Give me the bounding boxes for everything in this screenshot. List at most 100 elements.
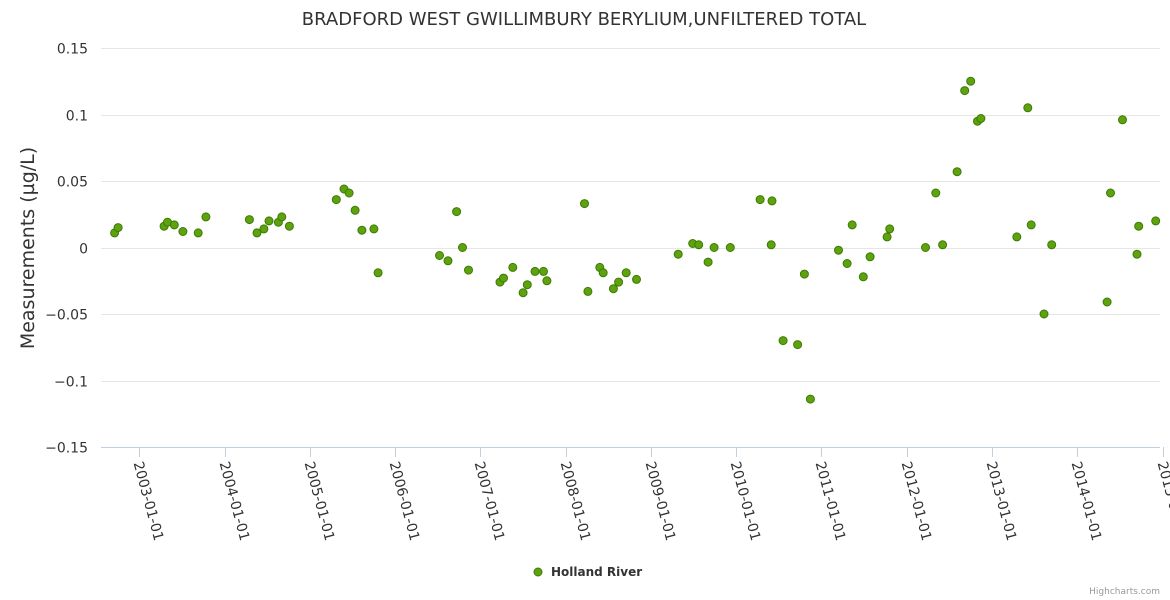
y-tick-label: 0.05	[57, 175, 88, 191]
data-point[interactable]	[767, 196, 777, 206]
data-point[interactable]	[331, 195, 341, 205]
data-point[interactable]	[960, 86, 970, 96]
data-point[interactable]	[508, 262, 518, 272]
data-point[interactable]	[632, 274, 641, 284]
data-point[interactable]	[938, 240, 948, 250]
data-point[interactable]	[1039, 309, 1049, 319]
data-point[interactable]	[778, 336, 788, 346]
data-point[interactable]	[976, 114, 986, 123]
data-point[interactable]	[344, 188, 354, 198]
data-point[interactable]	[858, 272, 868, 282]
y-tick-label: 0	[79, 242, 88, 258]
data-point[interactable]	[799, 269, 809, 279]
data-point[interactable]	[259, 224, 269, 234]
x-tick-label: 2010-01-01	[727, 460, 764, 543]
data-point[interactable]	[458, 243, 467, 252]
data-point[interactable]	[709, 243, 719, 252]
x-axis-ticks: 2003-01-01 2004-01-01 2005-01-01 2006-01-01…	[130, 447, 1170, 543]
y-axis-ticks: 0.15 0.1 0.05 0 −0.05 −0.1 −0.15	[45, 42, 88, 457]
x-tick-label: 2015-01-01	[1154, 460, 1170, 543]
x-tick-label: 2014-01-01	[1068, 460, 1105, 543]
chart-title: BRADFORD WEST GWILLIMBURY BERYLIUM,UNFIL…	[302, 9, 866, 30]
data-point[interactable]	[1023, 103, 1033, 113]
data-point[interactable]	[583, 286, 593, 296]
data-point[interactable]	[373, 268, 383, 278]
data-point[interactable]	[1151, 216, 1161, 226]
credits-link[interactable]: Highcharts.com	[1089, 587, 1160, 597]
data-point[interactable]	[1026, 220, 1036, 230]
data-point[interactable]	[264, 216, 274, 226]
data-point[interactable]	[952, 167, 962, 177]
x-tick-label: 2005-01-01	[301, 460, 338, 543]
data-point[interactable]	[1106, 188, 1115, 198]
data-point[interactable]	[252, 228, 262, 238]
data-point[interactable]	[1132, 249, 1142, 259]
data-point[interactable]	[193, 228, 203, 238]
data-point[interactable]	[621, 268, 631, 278]
data-point[interactable]	[580, 199, 589, 209]
data-point[interactable]	[882, 232, 892, 242]
x-tick-label: 2008-01-01	[557, 460, 594, 543]
data-point[interactable]	[766, 240, 776, 250]
data-point[interactable]	[805, 394, 815, 404]
x-tick-label: 2009-01-01	[642, 460, 679, 543]
data-point[interactable]	[694, 240, 704, 250]
data-point[interactable]	[725, 243, 735, 252]
data-point[interactable]	[1134, 221, 1144, 231]
data-point[interactable]	[443, 256, 453, 266]
data-point[interactable]	[966, 76, 976, 86]
data-point[interactable]	[350, 205, 360, 215]
data-point[interactable]	[369, 224, 379, 234]
data-point[interactable]	[113, 223, 123, 233]
legend[interactable]: Holland River	[533, 565, 642, 579]
data-point[interactable]	[522, 280, 532, 290]
data-point[interactable]	[357, 225, 367, 235]
data-point[interactable]	[755, 195, 765, 205]
data-point[interactable]	[921, 243, 930, 252]
data-point[interactable]	[169, 220, 179, 230]
x-tick-label: 2011-01-01	[812, 460, 849, 543]
x-tick-label: 2004-01-01	[216, 460, 253, 543]
data-point[interactable]	[1012, 232, 1022, 242]
y-tick-label: 0.15	[57, 42, 88, 58]
data-point[interactable]	[499, 273, 508, 283]
data-point[interactable]	[1047, 240, 1057, 250]
data-point[interactable]	[614, 277, 624, 287]
data-point[interactable]	[834, 245, 843, 255]
data-point[interactable]	[673, 249, 683, 259]
data-point[interactable]	[885, 224, 895, 234]
data-point[interactable]	[608, 284, 618, 294]
data-point[interactable]	[542, 276, 552, 286]
x-tick-label: 2013-01-01	[983, 460, 1020, 543]
data-point[interactable]	[201, 212, 211, 222]
data-point[interactable]	[842, 259, 852, 268]
data-point[interactable]	[518, 288, 528, 298]
y-tick-label: 0.1	[66, 109, 88, 125]
legend-marker	[533, 567, 543, 577]
data-point[interactable]	[464, 265, 473, 275]
data-point[interactable]	[284, 221, 294, 231]
y-axis-label: Measurements (µg/L)	[17, 147, 39, 349]
y-tick-label: −0.15	[45, 441, 88, 457]
data-point[interactable]	[1102, 297, 1112, 307]
data-point[interactable]	[452, 207, 462, 217]
data-point[interactable]	[539, 266, 548, 276]
data-point[interactable]	[435, 251, 444, 260]
y-tick-label: −0.05	[45, 308, 88, 324]
data-point[interactable]	[703, 257, 713, 267]
legend-label-holland-river[interactable]: Holland River	[551, 565, 642, 579]
data-point[interactable]	[244, 215, 254, 225]
data-point[interactable]	[277, 212, 287, 222]
data-point[interactable]	[530, 266, 540, 276]
data-point[interactable]	[847, 220, 857, 230]
gridlines	[101, 48, 1160, 382]
data-point[interactable]	[1118, 115, 1127, 125]
data-point[interactable]	[793, 340, 803, 350]
x-tick-label: 2007-01-01	[471, 460, 508, 543]
data-point[interactable]	[598, 268, 608, 278]
data-point[interactable]	[931, 188, 941, 198]
data-point[interactable]	[865, 252, 875, 262]
data-point[interactable]	[178, 227, 188, 236]
y-tick-label: −0.1	[54, 375, 88, 391]
